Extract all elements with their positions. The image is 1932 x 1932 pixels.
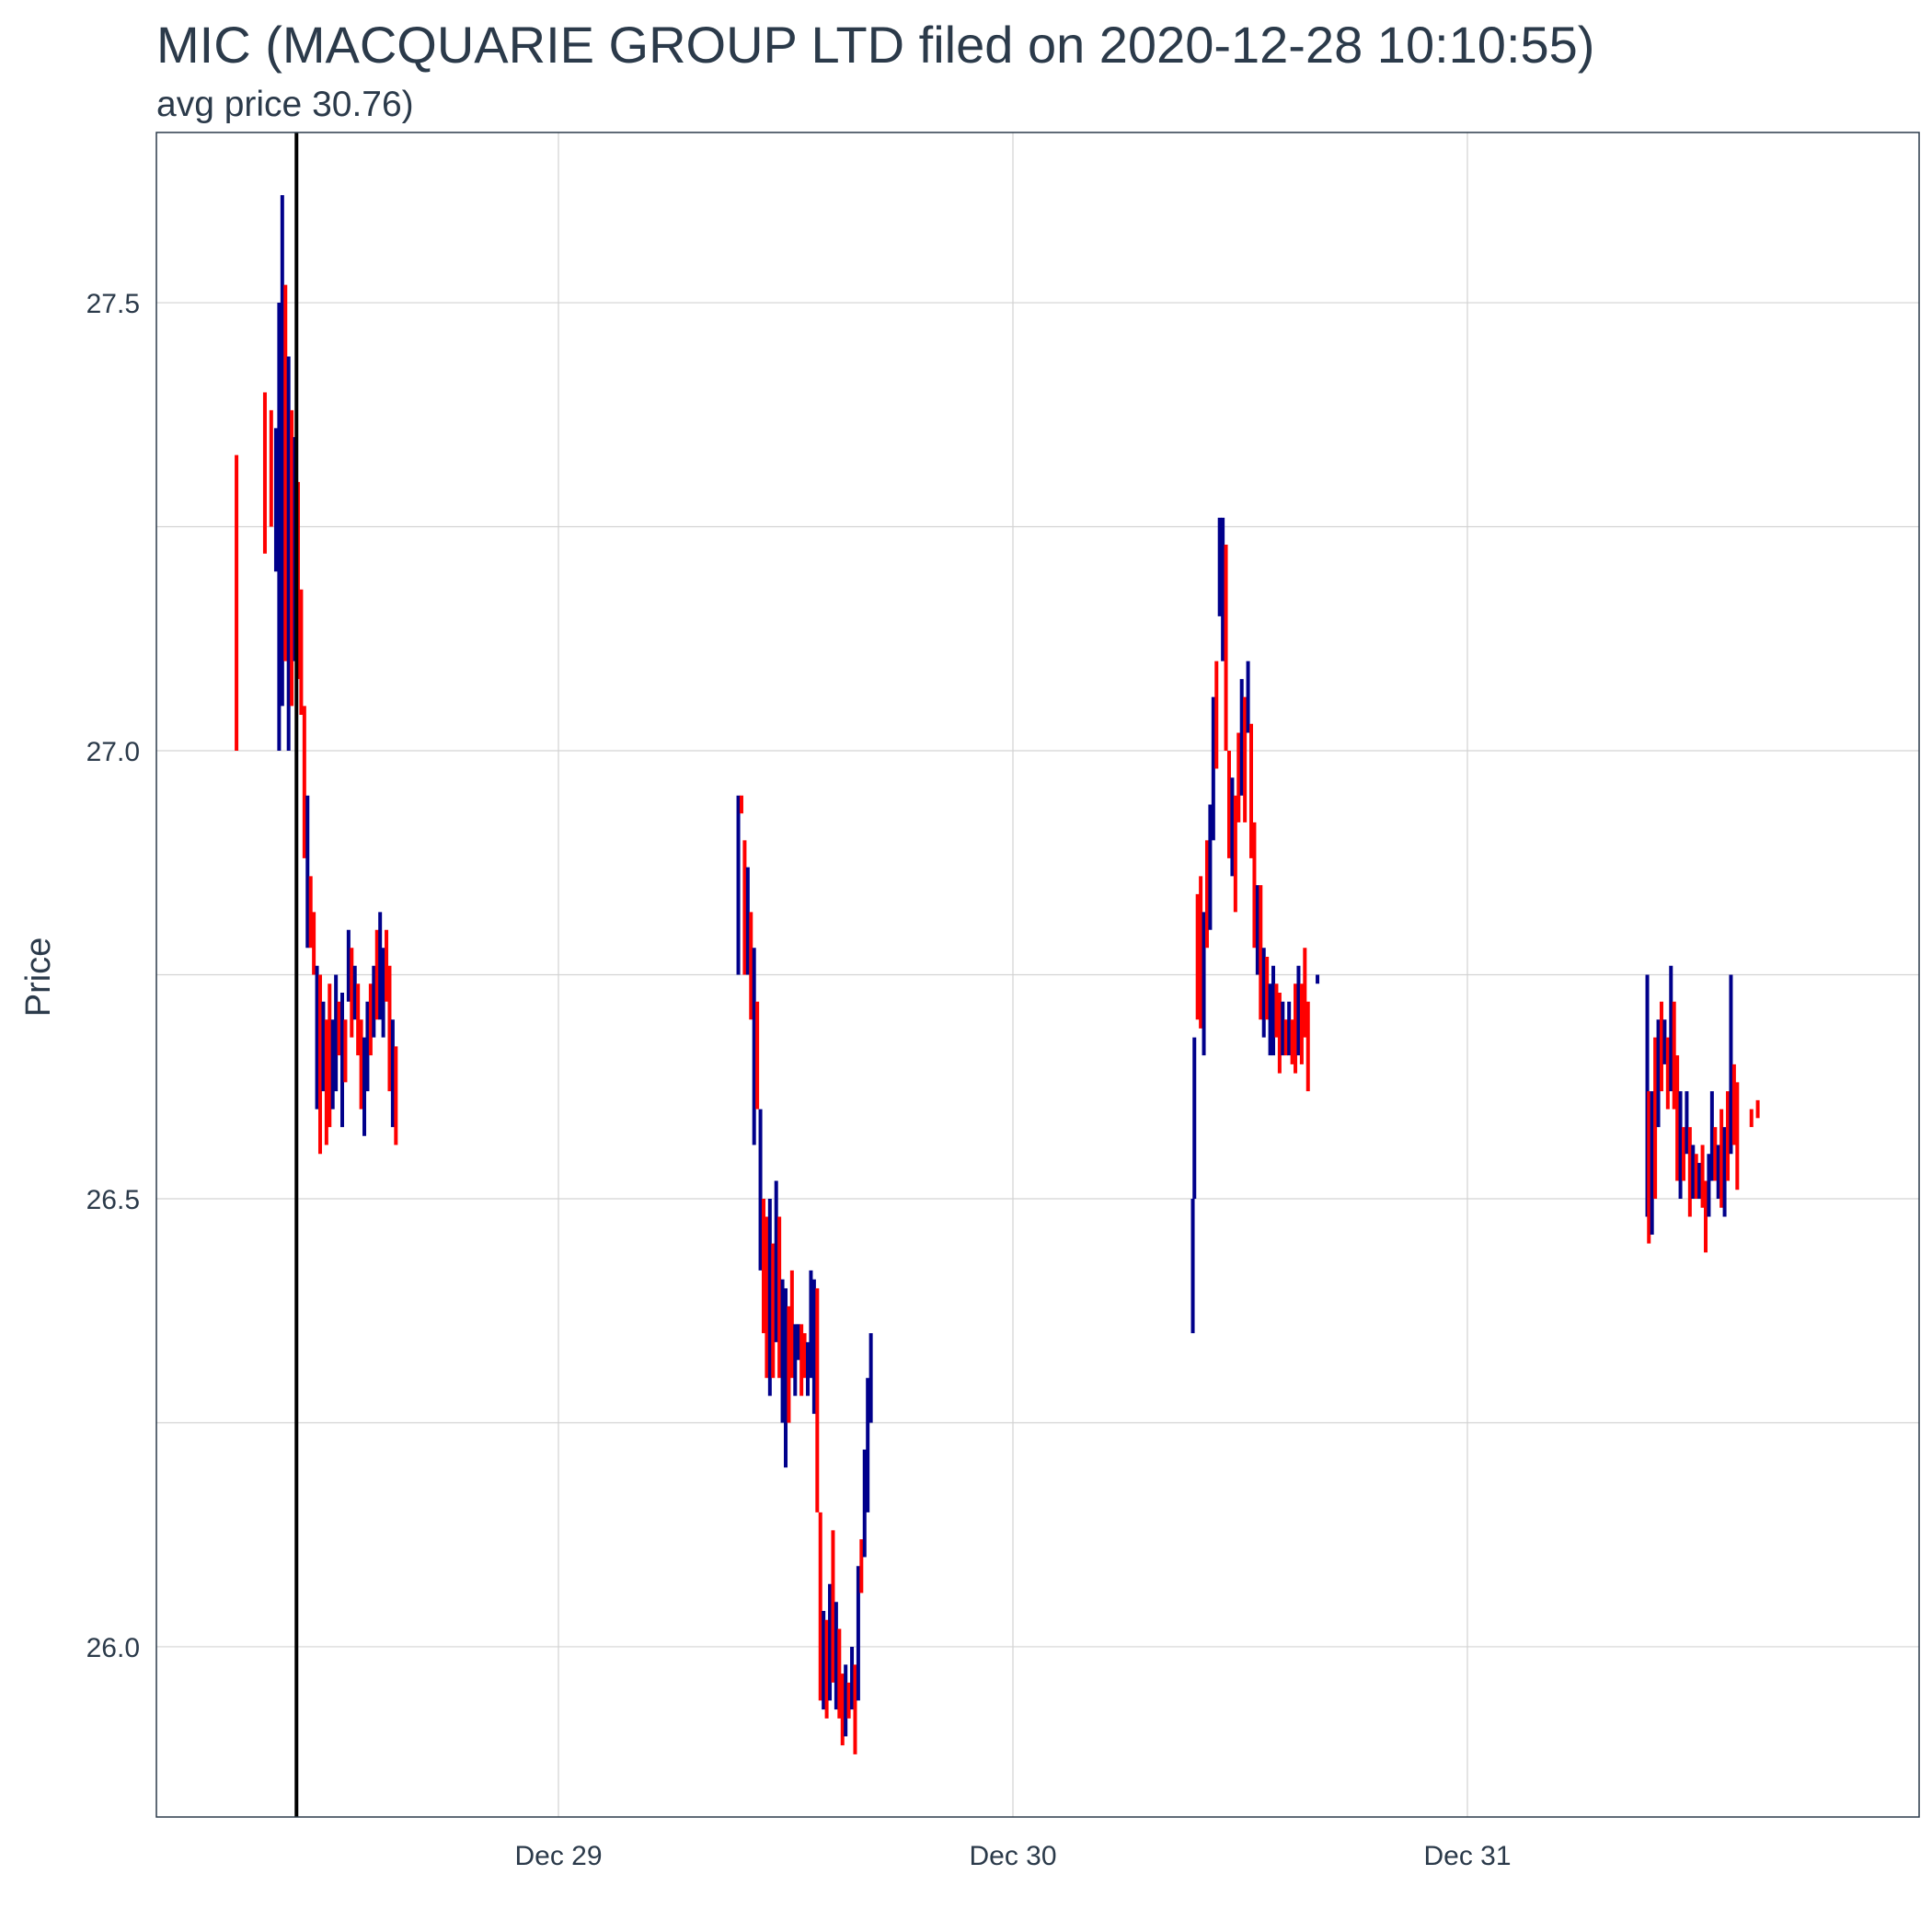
price-bars — [235, 195, 1760, 1754]
y-tick-label: 27.0 — [86, 737, 140, 767]
x-tick-label: Dec 31 — [1423, 1841, 1511, 1871]
chart-title: MIC (MACQUARIE GROUP LTD filed on 2020-1… — [156, 16, 1594, 74]
y-tick-label: 26.0 — [86, 1633, 140, 1663]
y-tick-label: 27.5 — [86, 289, 140, 319]
x-tick-label: Dec 30 — [969, 1841, 1056, 1871]
plot-frame — [155, 132, 1920, 1818]
x-axis-ticks: Dec 29 Dec 30 Dec 31 — [514, 1841, 1511, 1871]
y-axis-ticks: 26.0 26.5 27.0 27.5 — [86, 289, 140, 1663]
x-tick-label: Dec 29 — [514, 1841, 602, 1871]
chart-subtitle: avg price 30.76) — [156, 85, 414, 124]
y-axis-title: Price — [19, 937, 58, 1018]
grid-lines — [156, 132, 1919, 1817]
y-tick-label: 26.5 — [86, 1185, 140, 1215]
